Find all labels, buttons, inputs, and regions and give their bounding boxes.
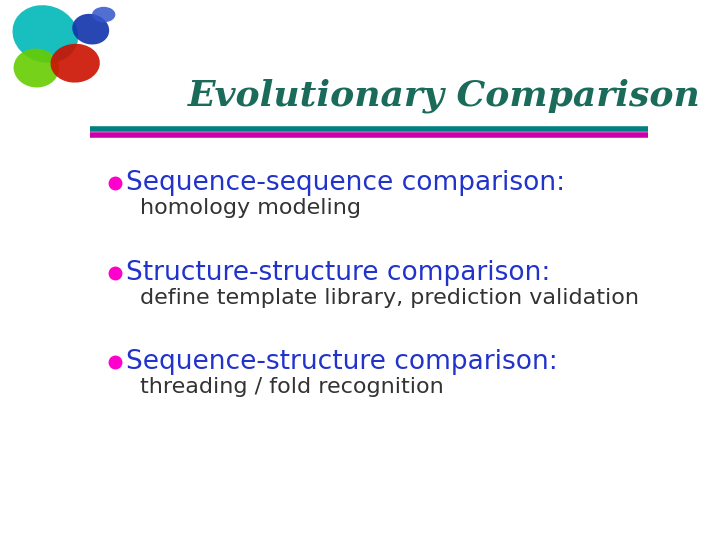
Text: Evolutionary Comparison: Evolutionary Comparison [188,79,701,113]
Text: Sequence-structure comparison:: Sequence-structure comparison: [126,349,558,375]
Text: homology modeling: homology modeling [140,198,361,218]
Ellipse shape [92,7,115,22]
Ellipse shape [50,44,100,83]
Ellipse shape [14,49,59,87]
Text: Sequence-sequence comparison:: Sequence-sequence comparison: [126,170,565,197]
Text: threading / fold recognition: threading / fold recognition [140,377,444,397]
Ellipse shape [12,5,78,63]
Text: define template library, prediction validation: define template library, prediction vali… [140,288,639,308]
Ellipse shape [72,14,109,44]
Text: Structure-structure comparison:: Structure-structure comparison: [126,260,551,286]
